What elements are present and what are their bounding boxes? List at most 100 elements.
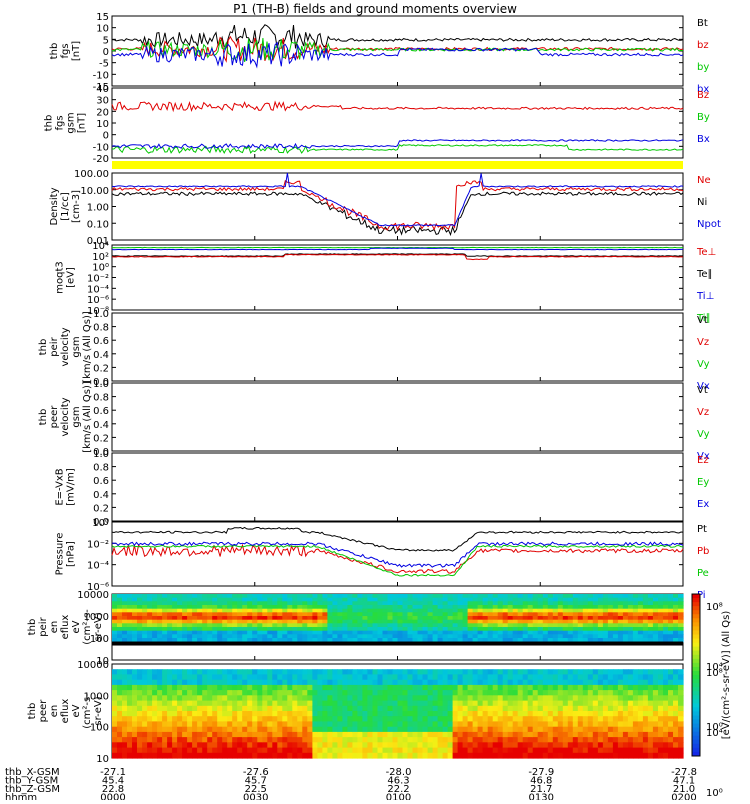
spectrogram-cell [307,690,313,696]
spectrogram-cell [242,669,248,675]
spectrogram-cell [423,669,429,675]
spectrogram-cell [443,616,449,620]
spectrogram-cell [548,627,554,631]
spectrogram-cell [428,732,434,738]
spectrogram-cell [147,674,153,680]
spectrogram-cell [112,721,118,727]
spectrogram-cell [618,706,624,712]
spectrogram-cell [608,594,614,598]
spectrogram-cell [378,753,384,759]
spectrogram-cell [287,674,293,680]
spectrogram-cell [508,685,514,691]
spectrogram-cell [352,748,358,754]
spectrogram-cell [122,605,128,609]
spectrogram-cell [237,623,243,627]
spectrogram-cell [598,716,604,722]
spectrogram-cell [653,721,659,727]
spectrogram-cell [473,716,479,722]
y-axis-label: [nPa] [66,541,77,567]
spectrogram-cell [227,716,233,722]
spectrogram-cell [568,627,574,631]
spectrogram-cell [488,674,494,680]
spectrogram-cell [408,711,414,717]
spectrogram-cell [633,716,639,722]
spectrogram-cell [678,753,684,759]
spectrogram-cell [538,685,544,691]
spectrogram-cell [628,742,634,748]
spectrogram-cell [598,669,604,675]
spectrogram-cell [167,594,173,598]
spectrogram-cell [132,737,138,743]
colorbar-cell [692,699,700,704]
spectrogram-cell [538,737,544,743]
spectrogram-cell [433,711,439,717]
spectrogram-cell [282,742,288,748]
spectrogram-cell [443,685,449,691]
spectrogram-cell [488,601,494,605]
spectrogram-cell [302,695,308,701]
spectrogram-cell [518,748,524,754]
spectrogram-cell [638,674,644,680]
spectrogram-cell [643,742,649,748]
spectrogram-cell [633,737,639,743]
spectrogram-cell [292,616,298,620]
spectrogram-cell [503,601,509,605]
spectrogram-cell [347,737,353,743]
spectrogram-cell [613,690,619,696]
spectrogram-cell [538,669,544,675]
spectrogram-cell [357,674,363,680]
spectrogram-cell [277,737,283,743]
spectrogram-cell [573,605,579,609]
spectrogram-cell [443,612,449,616]
spectrogram-cell [212,680,218,686]
spectrogram-cell [633,616,639,620]
y-tick-label: 0.6 [93,406,109,417]
spectrogram-cell [152,674,158,680]
spectrogram-cell [448,753,454,759]
spectrogram-cell [463,737,469,743]
spectrogram-cell [628,701,634,707]
spectrogram-cell [232,748,238,754]
spectrogram-cell [172,727,178,733]
y-axis-label: gsm [71,406,82,427]
spectrogram-cell [262,685,268,691]
spectrogram-cell [468,695,474,701]
spectrogram-cell [438,711,444,717]
spectrogram-cell [117,732,123,738]
spectrogram-cell [307,594,313,598]
spectrogram-cell [242,594,248,598]
spectrogram-cell [563,742,569,748]
spectrogram-cell [277,748,283,754]
spectrogram-cell [187,690,193,696]
spectrogram-cell [443,711,449,717]
spectrogram-cell [117,685,123,691]
spectrogram-cell [528,674,534,680]
spectrogram-cell [668,601,674,605]
spectrogram-cell [292,605,298,609]
spectrogram-cell [267,594,273,598]
spectrogram-cell [177,594,183,598]
spectrogram-cell [413,634,419,638]
spectrogram-cell [583,721,589,727]
spectrogram-cell [648,601,654,605]
spectrogram-cell [448,623,454,627]
spectrogram-cell [618,701,624,707]
spectrogram-cell [558,627,564,631]
spectrogram-cell [593,616,599,620]
spectrogram-cell [287,634,293,638]
spectrogram-cell [483,634,489,638]
spectrogram-cell [413,695,419,701]
spectrogram-cell [563,732,569,738]
legend-entry: by [697,62,709,73]
spectrogram-cell [212,685,218,691]
spectrogram-cell [428,742,434,748]
spectrogram-cell [458,685,464,691]
spectrogram-cell [383,690,389,696]
spectrogram-cell [277,716,283,722]
spectrogram-cell [573,753,579,759]
spectrogram-cell [598,721,604,727]
spectrogram-cell [613,711,619,717]
colorbar-cell [692,728,700,733]
colorbar-cell [692,606,700,611]
spectrogram-cell [553,711,559,717]
